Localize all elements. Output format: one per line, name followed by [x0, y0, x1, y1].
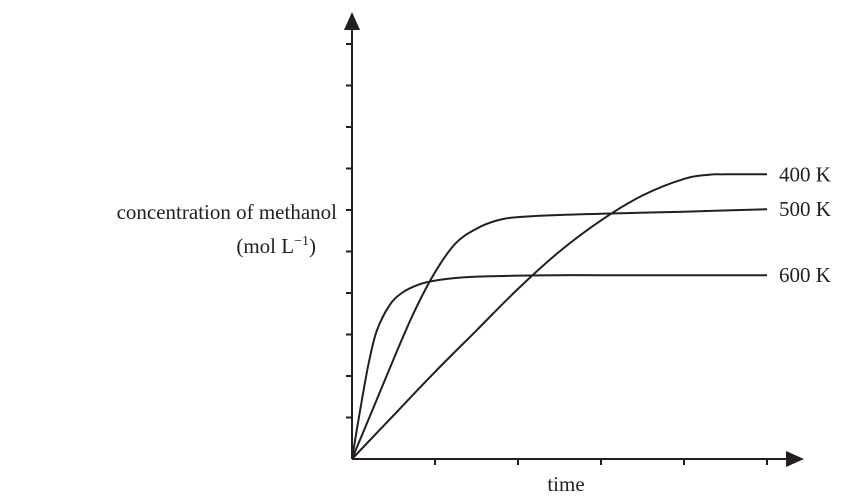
- axes: [344, 12, 804, 467]
- y-axis-unit-suffix: ): [309, 234, 316, 258]
- series-label-500k: 500 K: [779, 197, 831, 221]
- x-axis-arrowhead: [786, 451, 804, 467]
- x-ticks: [434, 459, 768, 465]
- series-line-600k: [351, 274, 767, 460]
- x-axis-title: time: [547, 472, 584, 496]
- series-label-400k: 400 K: [779, 162, 831, 186]
- y-axis-unit-prefix: (mol L: [236, 234, 294, 258]
- series-label-600k: 600 K: [779, 263, 831, 287]
- series-line-500k: [351, 208, 768, 460]
- curves: [351, 173, 768, 460]
- series-labels: 400 K 500 K 600 K: [779, 162, 831, 287]
- y-axis-unit: (mol L−1): [236, 234, 316, 258]
- y-axis-unit-exponent: −1: [294, 234, 309, 249]
- y-axis-title: concentration of methanol: [117, 200, 338, 224]
- y-axis-arrowhead: [344, 12, 360, 30]
- series-line-400k: [351, 173, 768, 460]
- y-ticks: [346, 43, 352, 419]
